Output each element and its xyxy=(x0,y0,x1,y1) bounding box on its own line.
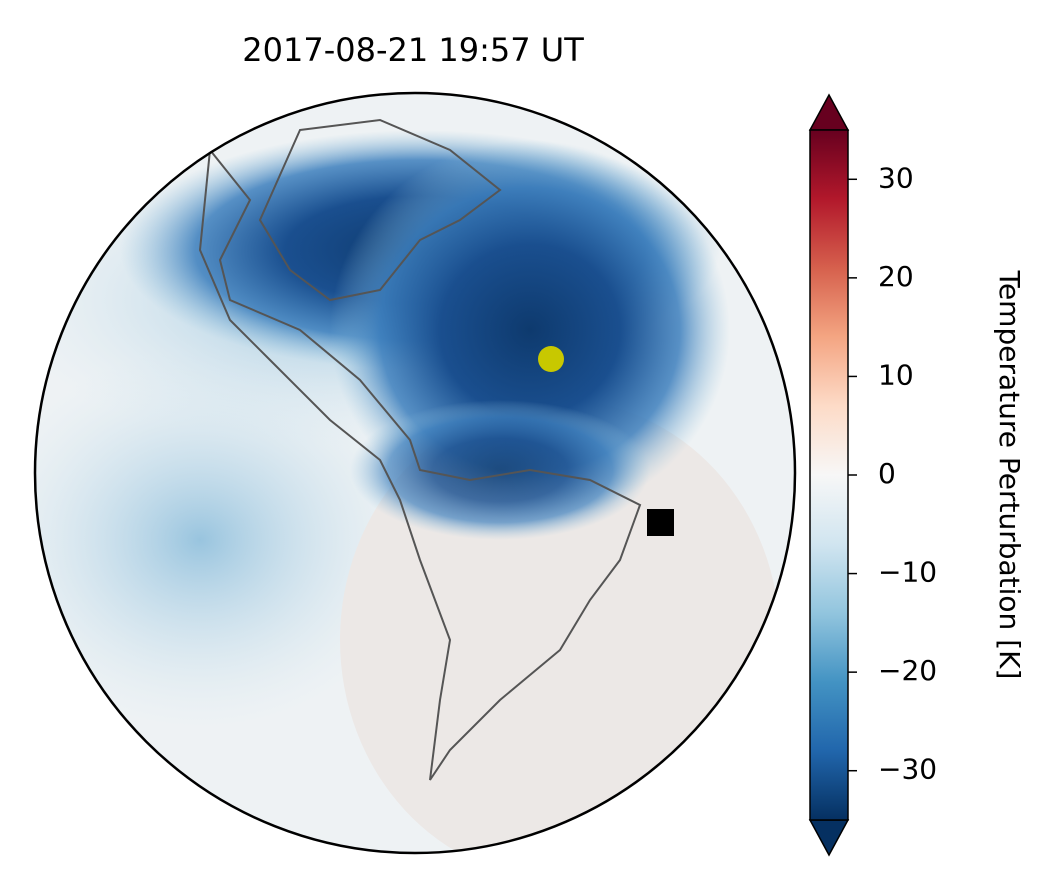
colorbar-extend-bottom xyxy=(808,819,850,857)
colorbar-tick-label: 30 xyxy=(878,161,914,194)
colorbar: −30 −20 −10 0 10 20 30 xyxy=(808,93,937,857)
colorbar-tick-label: 20 xyxy=(878,260,914,293)
sun-marker xyxy=(538,346,564,372)
map-title: 2017-08-21 19:57 UT xyxy=(242,31,584,69)
globe xyxy=(35,93,795,853)
colorbar-tick-label: 0 xyxy=(878,457,896,490)
colorbar-tick-label: 10 xyxy=(878,358,914,391)
colorbar-extend-top xyxy=(808,93,850,131)
colorbar-label: Temperature Perturbation [K] xyxy=(993,270,1026,680)
colorbar-tick-label: −10 xyxy=(878,556,937,589)
colorbar-tick-label: −20 xyxy=(878,654,937,687)
globe-outline xyxy=(33,91,797,855)
colorbar-tick-label: −30 xyxy=(878,753,937,786)
colorbar-body xyxy=(809,129,849,821)
station-marker xyxy=(647,509,674,536)
